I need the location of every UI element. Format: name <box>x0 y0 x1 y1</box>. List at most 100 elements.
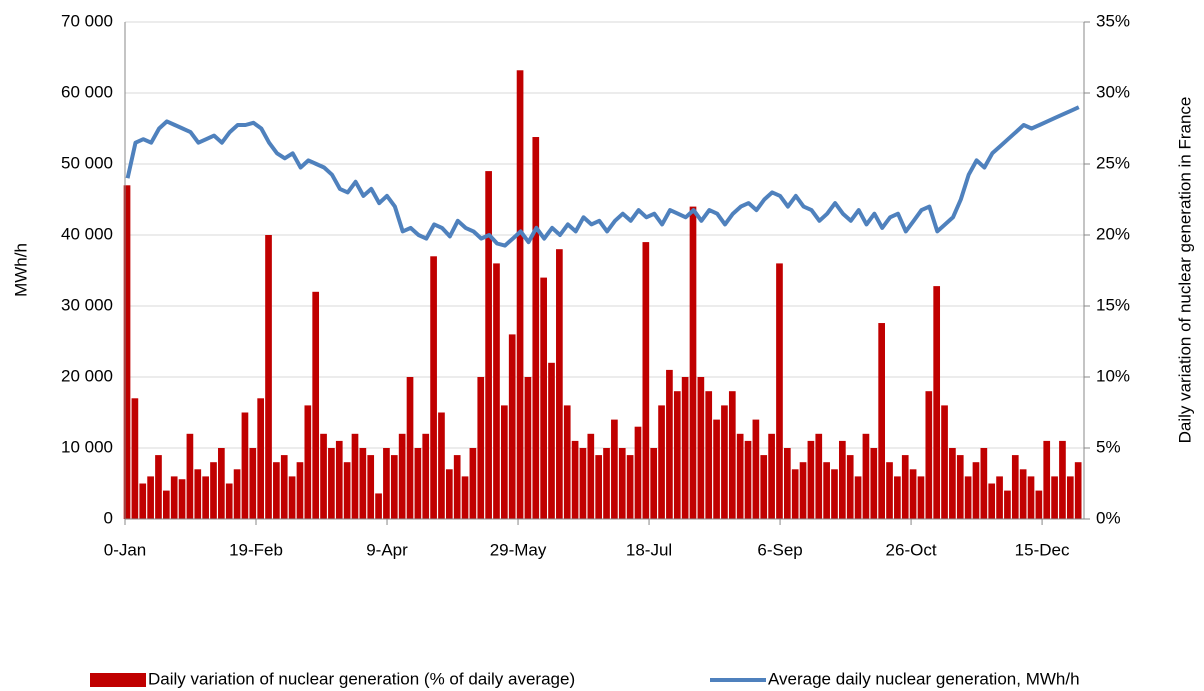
bar <box>1035 490 1043 519</box>
bar <box>178 479 186 519</box>
y-tick-label: 60 000 <box>61 82 113 101</box>
bar <box>752 419 760 519</box>
bar <box>265 235 272 519</box>
bar <box>972 462 980 519</box>
bar <box>249 448 257 519</box>
bar <box>768 433 775 519</box>
bar <box>878 323 885 519</box>
bar <box>791 469 799 519</box>
bar <box>831 469 838 519</box>
bar <box>155 455 162 519</box>
bar <box>996 476 1003 519</box>
y-tick-label: 50 000 <box>61 153 113 172</box>
y-tick-label: 0 <box>104 508 113 527</box>
line <box>125 105 1080 248</box>
legend-label: Average daily nuclear generation, MWh/h <box>768 669 1080 688</box>
bar <box>414 448 422 519</box>
bar <box>532 137 540 519</box>
bar <box>634 426 642 519</box>
bar <box>422 433 430 519</box>
bar <box>823 462 830 519</box>
bar <box>563 405 571 519</box>
bar <box>1011 455 1019 519</box>
y-tick-label: 40 000 <box>61 224 113 243</box>
bar <box>273 462 280 519</box>
bar <box>650 448 658 519</box>
bar <box>438 412 445 519</box>
bar <box>728 391 736 519</box>
bar <box>870 448 878 519</box>
bar <box>705 391 713 519</box>
bar <box>839 440 846 519</box>
y-tick-label: 10 000 <box>61 437 113 456</box>
legend-label: Daily variation of nuclear generation (%… <box>148 669 575 688</box>
bar <box>956 455 964 519</box>
bar <box>799 462 807 519</box>
bar <box>241 412 249 519</box>
bar <box>1066 476 1074 519</box>
bar <box>162 490 170 519</box>
bar <box>611 419 618 519</box>
y2-axis-label: Daily variation of nuclear generation in… <box>1175 97 1194 444</box>
bar <box>257 398 265 519</box>
bar <box>343 462 351 519</box>
bar <box>186 433 194 519</box>
bar <box>296 462 304 519</box>
bar <box>807 440 815 519</box>
bar <box>941 405 948 519</box>
bar <box>123 185 131 520</box>
legend-swatch <box>90 673 146 687</box>
bar <box>147 476 154 519</box>
bar <box>595 455 603 519</box>
x-tick-label: 9-Apr <box>366 540 408 559</box>
bar <box>776 263 783 519</box>
bar <box>328 448 335 519</box>
y-tick-label: 70 000 <box>61 11 113 30</box>
bar <box>469 448 477 519</box>
bar <box>390 455 398 519</box>
bar <box>218 448 225 519</box>
x-tick-label: 15-Dec <box>1015 540 1070 559</box>
bar <box>909 469 917 519</box>
bar <box>524 377 532 519</box>
bar <box>1043 440 1051 519</box>
x-tick-label: 18-Jul <box>626 540 672 559</box>
bar <box>697 377 705 519</box>
bar <box>917 476 925 519</box>
bar <box>430 256 437 519</box>
bar <box>445 469 453 519</box>
bar <box>579 448 587 519</box>
y2-tick-label: 10% <box>1096 366 1130 385</box>
y2-tick-label: 25% <box>1096 153 1130 172</box>
bar <box>626 455 634 519</box>
bar <box>461 476 469 519</box>
bar <box>548 362 555 519</box>
bar <box>603 448 610 519</box>
bar <box>933 286 941 519</box>
x-tick-label: 6-Sep <box>757 540 802 559</box>
x-tick-label: 19-Feb <box>229 540 283 559</box>
bar <box>367 455 375 519</box>
bar <box>556 249 563 519</box>
bar <box>398 433 406 519</box>
bar <box>721 405 728 519</box>
y2-tick-label: 15% <box>1096 295 1130 314</box>
bar <box>988 483 996 519</box>
bar <box>964 476 972 519</box>
y2-tick-label: 35% <box>1096 11 1130 30</box>
x-tick-label: 29-May <box>490 540 547 559</box>
bar <box>846 455 854 519</box>
bar <box>713 419 720 519</box>
bar <box>736 433 744 519</box>
bar <box>453 455 461 519</box>
bar <box>949 448 956 519</box>
bar <box>508 334 516 519</box>
bar <box>886 462 893 519</box>
bar <box>139 483 147 519</box>
bar <box>1027 476 1035 519</box>
bar <box>280 455 288 519</box>
bar <box>1004 490 1011 519</box>
bar <box>170 476 178 519</box>
bar <box>1019 469 1027 519</box>
